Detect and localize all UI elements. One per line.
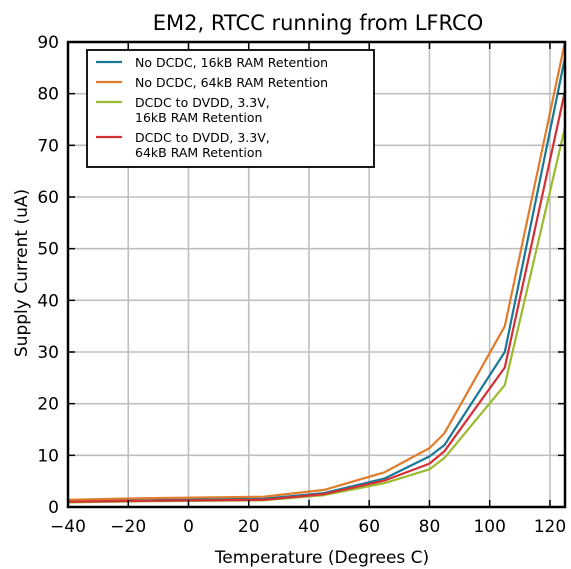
y-tick-label: 0 <box>48 498 59 518</box>
x-tick-label: 100 <box>473 517 505 537</box>
legend-label-2: No DCDC, 64kB RAM Retention <box>135 75 328 90</box>
y-tick-label: 70 <box>37 136 59 156</box>
series-line-2 <box>68 42 565 501</box>
y-tick-label: 60 <box>37 188 59 208</box>
chart-title: EM2, RTCC running from LFRCO <box>153 11 484 35</box>
x-tick-label: 80 <box>419 517 441 537</box>
legend-label-3: DCDC to DVDD, 3.3V, 16kB RAM Retention <box>135 95 270 125</box>
x-tick-label: 0 <box>183 517 194 537</box>
x-tick-label: 60 <box>358 517 380 537</box>
plot-frame <box>66 40 567 509</box>
y-tick-label: 90 <box>37 33 59 53</box>
axis-ticks: −40 −20 0 20 40 60 80 100 120 0 10 20 30 40 50 60 70 80 90 <box>37 33 566 537</box>
y-tick-label: 80 <box>37 85 59 105</box>
x-tick-label: 120 <box>534 517 566 537</box>
x-tick-label: −40 <box>50 517 86 537</box>
x-tick-label: 40 <box>298 517 320 537</box>
series-line-4 <box>68 90 565 503</box>
y-tick-label: 10 <box>37 446 59 466</box>
x-tick-label: −20 <box>110 517 146 537</box>
legend-box <box>86 49 375 168</box>
legend-label-4: DCDC to DVDD, 3.3V, 64kB RAM Retention <box>135 130 270 160</box>
y-tick-label: 30 <box>37 343 59 363</box>
y-axis-label: Supply Current (uA) <box>12 189 32 357</box>
x-axis-label: Temperature (Degrees C) <box>214 548 429 568</box>
series-lines <box>68 42 565 504</box>
x-tick-label: 20 <box>238 517 260 537</box>
y-tick-label: 50 <box>37 240 59 260</box>
legend-label-1: No DCDC, 16kB RAM Retention <box>135 55 328 70</box>
y-tick-label: 20 <box>37 395 59 415</box>
legend: No DCDC, 16kB RAM Retention No DCDC, 64kB… <box>86 49 375 168</box>
y-tick-label: 40 <box>37 291 59 311</box>
